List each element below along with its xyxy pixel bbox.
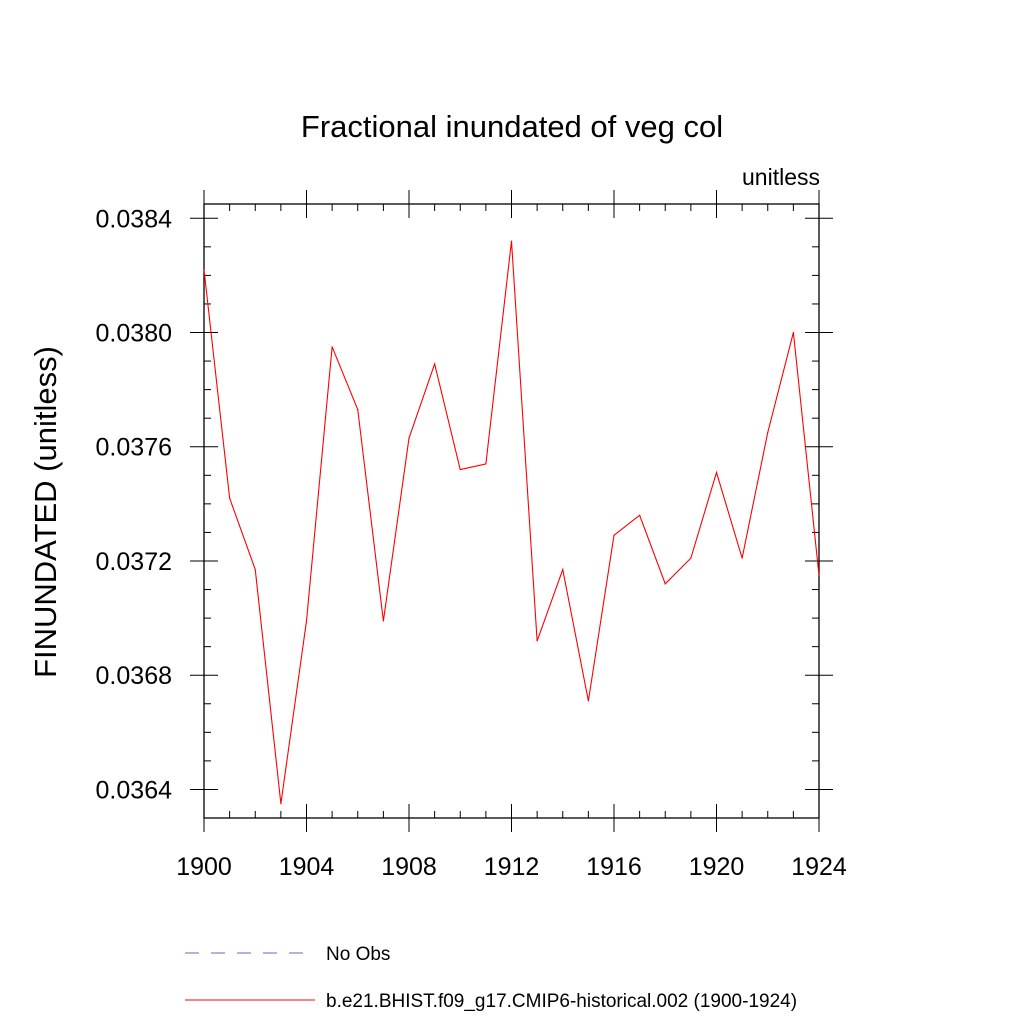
- chart-title: Fractional inundated of veg col: [301, 109, 723, 144]
- x-tick-label: 1900: [176, 853, 232, 881]
- y-tick-label: 0.0384: [96, 205, 173, 233]
- data-point: [690, 557, 692, 559]
- data-point: [434, 363, 436, 365]
- x-tick-label: 1920: [689, 853, 745, 881]
- legend: No Obs b.e21.BHIST.f09_g17.CMIP6-histori…: [185, 944, 797, 1012]
- data-point: [587, 700, 589, 702]
- legend-label-no-obs: No Obs: [326, 944, 390, 965]
- data-point: [639, 514, 641, 516]
- x-tick-label: 1912: [484, 853, 540, 881]
- series-layer: [203, 240, 820, 805]
- data-point: [357, 409, 359, 411]
- data-point: [331, 346, 333, 348]
- data-point: [792, 331, 794, 334]
- data-point: [613, 534, 615, 536]
- data-point: [767, 431, 769, 434]
- data-point: [459, 468, 461, 471]
- y-tick-label: 0.0368: [96, 662, 172, 690]
- data-point: [485, 463, 487, 465]
- data-point: [229, 497, 231, 499]
- x-tick-label: 1916: [586, 853, 642, 881]
- units-label: unitless: [742, 164, 820, 190]
- data-point: [664, 583, 666, 585]
- x-axis: 1900 1904 1908 1912 1916 1920 1924: [176, 190, 847, 881]
- x-tick-label: 1904: [279, 853, 335, 881]
- data-point: [203, 269, 205, 271]
- y-tick-label: 0.0376: [96, 434, 172, 462]
- data-point: [305, 620, 308, 622]
- data-point: [741, 557, 743, 559]
- data-point: [382, 620, 384, 622]
- legend-label-historical: b.e21.BHIST.f09_g17.CMIP6-historical.002…: [326, 991, 797, 1012]
- data-point: [536, 640, 538, 642]
- data-point: [715, 471, 718, 474]
- data-point: [818, 574, 820, 576]
- y-tick-label: 0.0372: [96, 548, 172, 576]
- plot-frame: [203, 203, 820, 819]
- data-point: [254, 568, 256, 571]
- x-tick-label: 1924: [791, 853, 847, 881]
- data-point: [510, 240, 513, 242]
- series-line: [203, 241, 820, 804]
- data-point: [408, 437, 410, 439]
- y-tick-label: 0.0380: [96, 320, 172, 348]
- data-point: [280, 803, 282, 805]
- data-point: [562, 568, 564, 571]
- y-axis: 0.0364 0.0368 0.0372 0.0376 0.0380 0.0384: [96, 205, 833, 819]
- x-tick-label: 1908: [381, 853, 437, 881]
- y-tick-label: 0.0364: [96, 776, 173, 804]
- y-axis-label: FINUNDATED (unitless): [28, 346, 63, 678]
